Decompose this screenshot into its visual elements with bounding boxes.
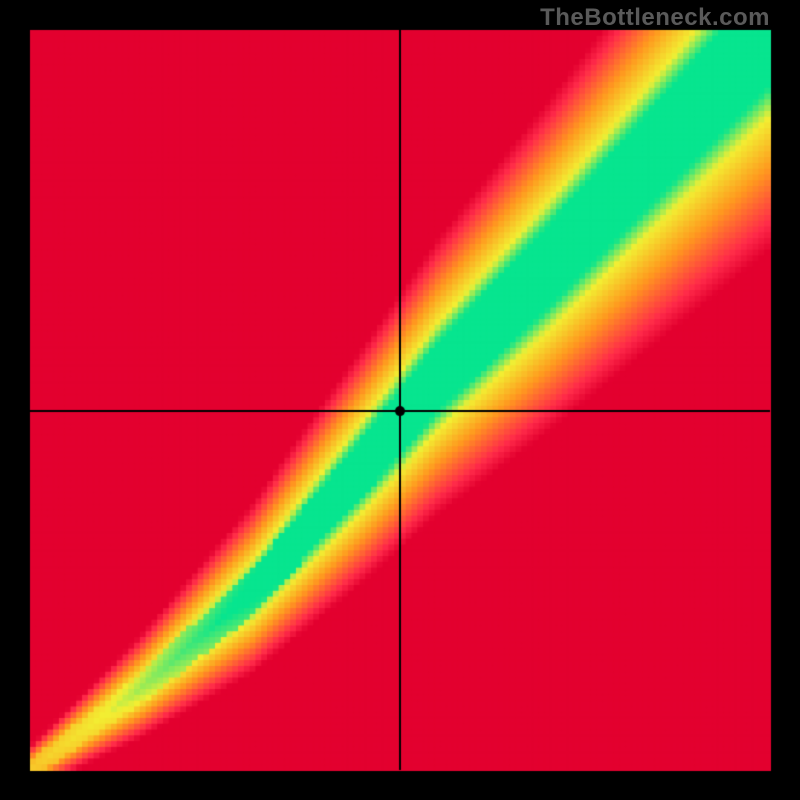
watermark-label: TheBottleneck.com (540, 4, 770, 32)
bottleneck-heatmap (0, 0, 800, 800)
chart-frame: TheBottleneck.com (0, 0, 800, 800)
